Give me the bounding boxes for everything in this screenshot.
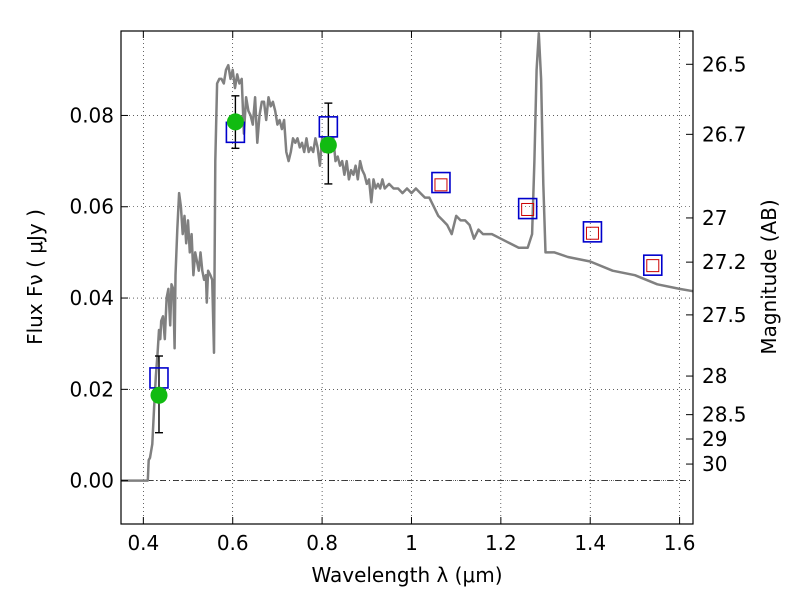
y-tick-label: 0.06 [69,195,114,219]
magnitude-tick-label: 27.2 [702,250,747,274]
y-axis-title: Flux Fν ( μJy ) [23,209,47,345]
model-flux-box [431,171,451,194]
magnitude-axis-title: Magnitude (AB) [757,199,781,354]
model-flux-box [517,197,538,220]
model-flux-inner-box [646,259,660,273]
observed-flux-point [226,113,244,131]
x-tick-label: 0.6 [217,531,249,555]
y-tick-label: 0.04 [69,286,114,310]
x-tick-label: 1 [405,531,418,555]
model-flux-box [642,254,663,276]
magnitude-tick-label: 30 [702,452,727,476]
magnitude-tick-label: 29 [702,427,727,451]
model-flux-inner-box [585,226,599,240]
y-tick-label: 0.08 [69,103,114,127]
plot-frame [120,30,694,525]
x-axis-ticks: 0.4 0.6 0.8 1 1.2 1.4 1.6 [127,31,696,555]
sed-model-line [121,32,694,482]
x-tick-label: 1.4 [574,531,606,555]
magnitude-tick-label: 26.7 [702,122,747,146]
y-axis-ticks: 0.00 0.02 0.04 0.06 0.08 [69,103,128,493]
magnitude-tick-label: 28 [702,364,727,388]
x-tick-label: 1.2 [485,531,517,555]
magnitude-tick-label: 28.5 [702,403,747,427]
magnitude-tick-label: 27.5 [702,303,747,327]
magnitude-tick-label: 27 [702,206,727,230]
observed-flux-points [150,113,337,404]
magnitude-tick-label: 26.5 [702,52,747,76]
observed-flux-point [150,386,168,404]
model-flux-inner-boxes [434,178,660,273]
model-flux-boxes [149,116,663,389]
y-tick-label: 0.00 [69,469,114,493]
x-tick-label: 0.4 [127,531,159,555]
grid [121,31,693,524]
x-axis-title: Wavelength λ (μm) [311,563,502,587]
y-tick-label: 0.02 [69,377,114,401]
x-tick-label: 0.8 [306,531,338,555]
x-tick-label: 1.6 [664,531,696,555]
observed-flux-point [319,136,337,154]
model-flux-inner-box [434,178,448,192]
model-flux-inner-box [521,202,535,216]
model-flux-box [582,221,603,243]
